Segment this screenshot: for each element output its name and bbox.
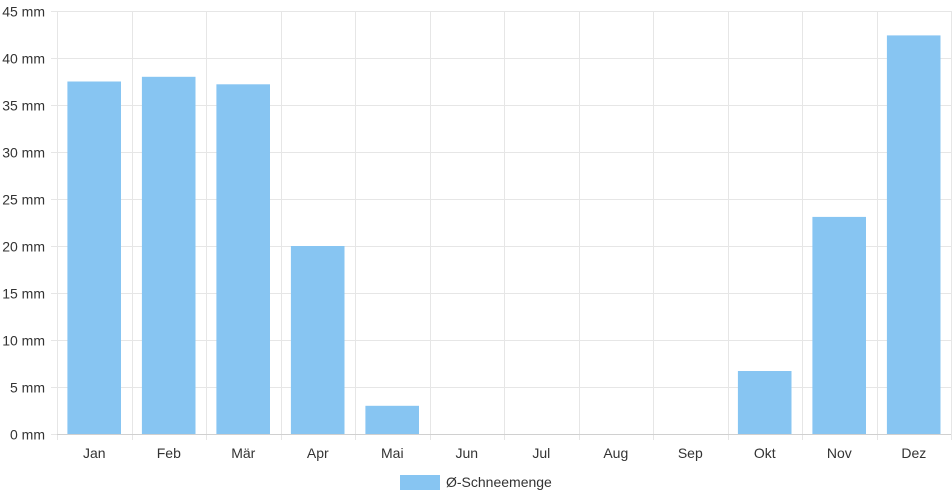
bar-jan[interactable] [67,81,121,435]
x-tick-label: Dez [901,445,926,461]
x-tick-label: Mai [381,445,404,461]
bar-okt[interactable] [737,371,792,434]
x-tick-label: Apr [307,445,329,461]
legend[interactable]: Ø-Schneemenge [400,474,552,490]
x-tick-label: Aug [603,445,628,461]
axes: 0 mm 5 mm 10 mm 15 mm 20 mm 25 mm 30 mm 35 mm 40… [2,4,951,461]
y-tick-label: 20 mm [2,239,45,255]
bar-dez[interactable] [886,35,941,435]
y-tick-label: 10 mm [2,333,45,349]
x-tick-label: Nov [827,445,852,461]
legend-swatch[interactable] [400,475,440,490]
y-tick-label: 15 mm [2,286,45,302]
bar-mär[interactable] [216,84,270,435]
x-tick-label: Okt [754,445,776,461]
y-tick-label: 30 mm [2,145,45,161]
bar-apr[interactable] [290,246,345,434]
x-tick-label: Feb [157,445,181,461]
y-tick-label: 5 mm [10,380,45,396]
x-tick-label: Mär [231,445,255,461]
y-tick-label: 25 mm [2,192,45,208]
x-tick-label: Sep [678,445,703,461]
bar-nov[interactable] [812,216,866,434]
y-tick-label: 0 mm [10,427,45,443]
x-tick-label: Jul [532,445,550,461]
y-tick-label: 40 mm [2,51,45,67]
y-tick-label: 45 mm [2,4,45,20]
x-tick-label: Jan [83,445,106,461]
bars [67,35,941,435]
y-tick-label: 35 mm [2,98,45,114]
bar-feb[interactable] [141,76,196,435]
legend-label[interactable]: Ø-Schneemenge [446,474,552,490]
x-tick-label: Jun [456,445,479,461]
bar-mai[interactable] [365,405,419,434]
